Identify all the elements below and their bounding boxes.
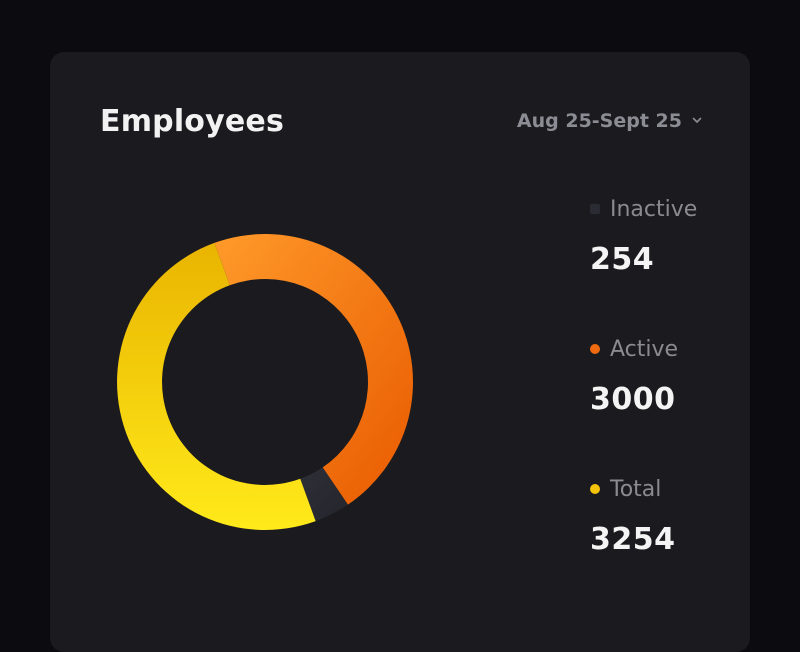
- inactive-marker-icon: [590, 204, 600, 214]
- legend-item-inactive: Inactive 254: [590, 192, 750, 332]
- total-marker-icon: [590, 484, 600, 494]
- legend-row: Inactive: [590, 192, 750, 226]
- legend-item-total: Total 3254: [590, 472, 750, 612]
- legend-label: Inactive: [610, 196, 698, 222]
- donut-segment-inactive: [300, 467, 348, 522]
- date-range-dropdown[interactable]: Aug 25-Sept 25: [517, 110, 702, 132]
- date-range-label: Aug 25-Sept 25: [516, 110, 682, 132]
- legend-value: 3000: [590, 382, 676, 417]
- donut-segment-total: [117, 242, 316, 530]
- employees-card: Employees Aug 25-Sept 25: [50, 52, 750, 652]
- legend-value: 3254: [590, 522, 676, 557]
- legend-label: Active: [610, 336, 679, 362]
- legend-item-active: Active 3000: [590, 332, 750, 472]
- chevron-down-icon: [692, 117, 702, 123]
- legend-value: 254: [590, 242, 655, 277]
- donut-segment-active: [214, 233, 414, 505]
- donut-hole: [162, 279, 368, 485]
- active-marker-icon: [590, 344, 600, 354]
- legend: Inactive 254 Active 3000 Total 3254: [590, 192, 750, 612]
- card-title: Employees: [100, 104, 285, 139]
- legend-row: Active: [590, 332, 750, 366]
- legend-row: Total: [590, 472, 750, 506]
- employees-donut-chart: [117, 233, 414, 530]
- donut-segments: [117, 233, 414, 530]
- legend-label: Total: [610, 476, 662, 502]
